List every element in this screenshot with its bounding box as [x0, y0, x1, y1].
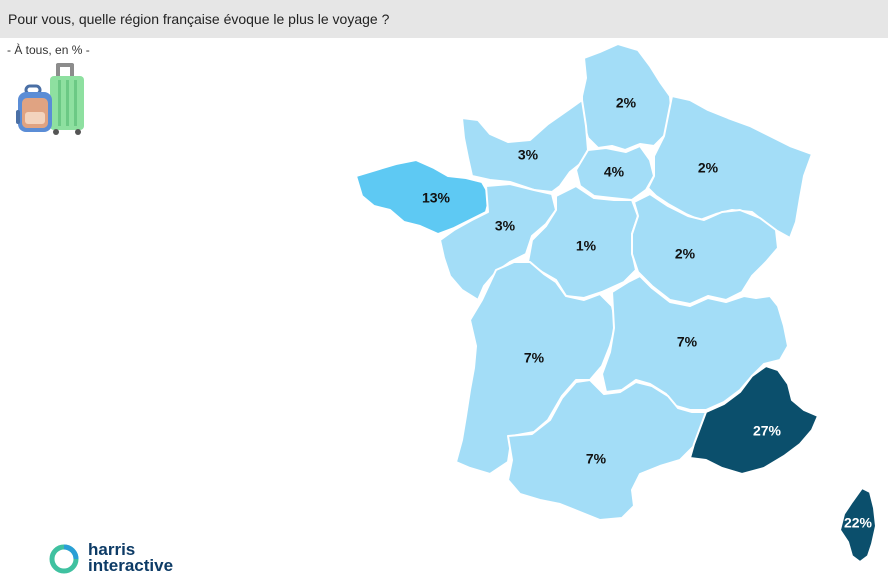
region-corse[interactable] — [839, 487, 877, 563]
region-provence-alpes-cote-d-azur[interactable] — [689, 365, 819, 475]
luggage-icon — [16, 63, 84, 135]
logo-text: harris interactive — [88, 540, 174, 575]
region-ile-de-france[interactable] — [575, 145, 655, 201]
label-corse: 22% — [844, 515, 873, 531]
label-grand-est: 2% — [698, 160, 719, 176]
label-normandie: 3% — [518, 147, 539, 163]
page-title: Pour vous, quelle région française évoqu… — [8, 11, 390, 27]
harris-interactive-logo: harris interactive — [48, 540, 188, 580]
label-pays-de-la-loire: 3% — [495, 218, 516, 234]
label-centre-val-de-loire: 1% — [576, 238, 597, 254]
label-auvergne-rhone-alpes: 7% — [677, 334, 698, 350]
label-bretagne: 13% — [422, 190, 451, 206]
region-centre-val-de-loire[interactable] — [527, 185, 639, 299]
region-labels: 2% 3% 4% 2% 13% 3% 1% 2% 7% 7% 7% 27% 22… — [422, 95, 873, 531]
subtitle: - À tous, en % - — [7, 43, 90, 57]
label-ile-de-france: 4% — [604, 164, 625, 180]
label-occitanie: 7% — [586, 451, 607, 467]
label-bourgogne-franche-comte: 2% — [675, 246, 696, 262]
title-bar: Pour vous, quelle région française évoqu… — [0, 0, 888, 38]
logo-line-1: harris — [88, 540, 136, 559]
harris-ring-icon — [49, 544, 79, 574]
region-pays-de-la-loire[interactable] — [439, 183, 557, 301]
label-nouvelle-aquitaine: 7% — [524, 350, 545, 366]
region-bourgogne-franche-comte[interactable] — [631, 193, 779, 305]
label-hauts-de-france: 2% — [616, 95, 637, 111]
region-nouvelle-aquitaine[interactable] — [455, 261, 617, 475]
logo-line-2: interactive — [88, 556, 174, 575]
label-provence-alpes-cote-d-azur: 27% — [753, 423, 782, 439]
